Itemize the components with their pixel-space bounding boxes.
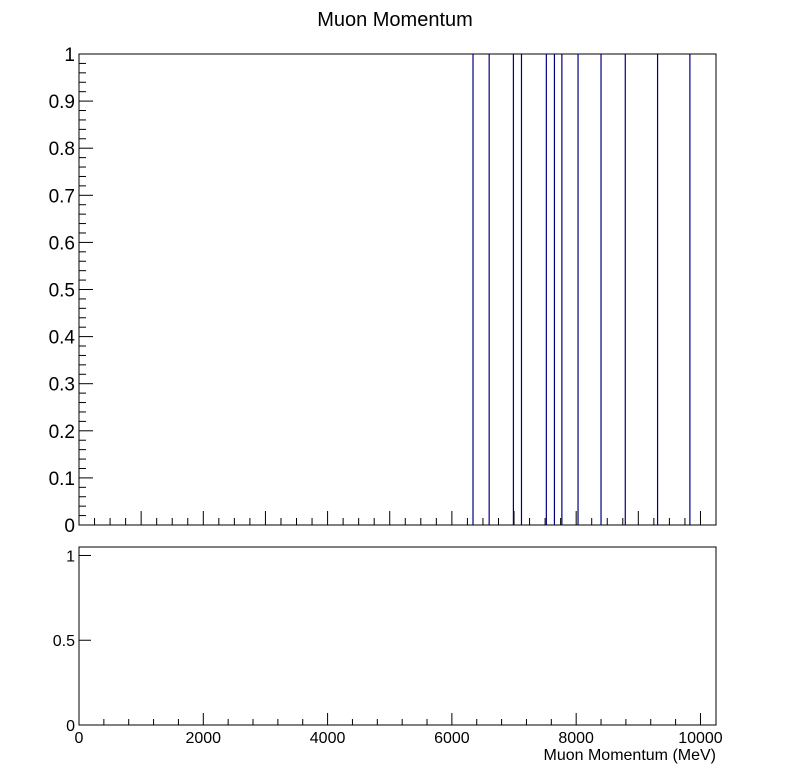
- bottom-y-axis: 00.51: [53, 548, 91, 735]
- top-y-tick-label: 0.4: [49, 328, 76, 349]
- top-y-axis: 0 0.1 0.2 0.3 0.4 0.5 0.6 0.7 0.8 0.9 1: [49, 45, 93, 537]
- top-y-tick-label: 1: [64, 45, 75, 66]
- top-y-tick-label: 0.1: [49, 469, 75, 490]
- bottom-x-tick-label: 8000: [558, 730, 594, 747]
- top-y-tick-label: 0.9: [49, 92, 75, 113]
- top-y-tick-label: 0.6: [49, 233, 75, 254]
- top-y-tick-label: 0.7: [49, 186, 75, 207]
- bottom-x-tick-label: 2000: [185, 730, 221, 747]
- bottom-y-tick-label: 0.5: [53, 633, 75, 650]
- bottom-x-tick-label: 10000: [678, 730, 723, 747]
- bottom-y-tick-label: 1: [66, 548, 75, 565]
- top-y-tick-label: 0.5: [49, 281, 75, 302]
- bottom-x-tick-label: 4000: [310, 730, 346, 747]
- bottom-x-tick-label: 6000: [434, 730, 470, 747]
- bottom-y-tick-label: 0: [66, 718, 75, 735]
- top-plot-frame: [78, 53, 717, 526]
- top-x-axis: [78, 511, 717, 525]
- bottom-x-tick-label: 0: [75, 730, 84, 747]
- bottom-plot-frame: [78, 546, 717, 726]
- top-y-tick-label: 0.3: [49, 375, 75, 396]
- top-y-tick-label: 0.2: [49, 422, 75, 443]
- top-y-tick-label: 0.8: [49, 139, 75, 160]
- chart-title: Muon Momentum: [317, 9, 473, 31]
- bottom-x-axis: 0 2000 4000 6000 8000 10000: [75, 713, 723, 747]
- top-bars: [472, 54, 691, 525]
- top-y-tick-label: 0: [64, 516, 75, 537]
- x-axis-label: Muon Momentum (MeV): [544, 747, 717, 764]
